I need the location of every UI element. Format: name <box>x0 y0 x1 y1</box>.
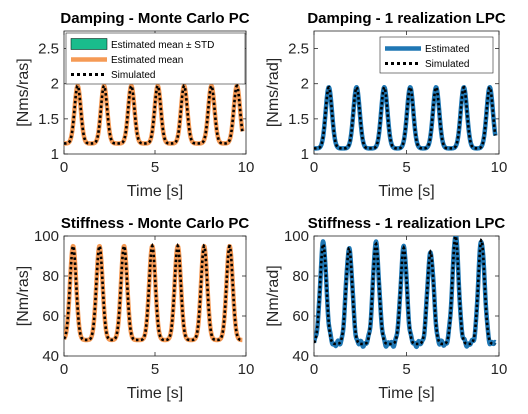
x-axis-label: Time [s] <box>127 385 183 402</box>
x-axis-label: Time [s] <box>127 183 183 200</box>
chart-panel-2: Damping - 1 realization LPC 0 5 10 1 1.5 2 2.5 T… <box>265 10 507 200</box>
x-tick-label: 10 <box>491 159 508 176</box>
y-tick-label: 1 <box>51 146 59 163</box>
x-tick-label: 0 <box>60 361 68 378</box>
y-tick-label: 60 <box>42 308 59 325</box>
legend-label: Estimated <box>425 44 469 55</box>
chart-panel-3: Stiffness - Monte Carlo PC 0 5 10 40 60 80 100 T… <box>15 215 254 402</box>
series-group <box>314 84 498 151</box>
x-tick-label: 10 <box>238 361 255 378</box>
series-estimated-line <box>314 236 498 350</box>
y-axis-label: [Nms/ras] <box>15 58 32 126</box>
y-tick-label: 40 <box>292 348 309 365</box>
chart-title: Stiffness - Monte Carlo PC <box>61 215 250 232</box>
x-axis-label: Time [s] <box>378 385 434 402</box>
x-tick-label: 10 <box>491 361 508 378</box>
legend: Estimated mean ± STD Estimated mean Simula… <box>65 32 246 85</box>
y-tick-label: 80 <box>42 268 59 285</box>
series-group <box>64 83 245 146</box>
y-tick-label: 2.5 <box>288 41 309 58</box>
y-tick-label: 60 <box>292 308 309 325</box>
x-tick-label: 5 <box>402 361 410 378</box>
legend-label: Estimated mean <box>111 55 183 66</box>
y-tick-label: 2 <box>301 76 309 93</box>
y-axis-label: [Nm/rad] <box>265 265 282 326</box>
chart-title: Stiffness - 1 realization LPC <box>308 215 506 232</box>
x-tick-label: 5 <box>151 361 159 378</box>
legend-swatch <box>70 38 108 50</box>
x-tick-label: 0 <box>310 159 318 176</box>
x-tick-label: 10 <box>238 159 255 176</box>
x-tick-label: 0 <box>310 361 318 378</box>
chart-title: Damping - Monte Carlo PC <box>60 10 249 27</box>
legend-label: Estimated mean ± STD <box>111 40 214 51</box>
x-axis-label: Time [s] <box>378 183 434 200</box>
y-tick-label: 40 <box>42 348 59 365</box>
legend: Estimated Simulated <box>379 36 494 74</box>
y-tick-label: 1.5 <box>288 111 309 128</box>
y-tick-label: 100 <box>284 228 309 245</box>
legend-label: Simulated <box>111 70 155 81</box>
chart-panel-4: Stiffness - 1 realization LPC 0 5 10 40 60 80 1… <box>265 215 507 402</box>
series-group <box>64 242 245 343</box>
chart-title: Damping - 1 realization LPC <box>307 10 506 27</box>
series-simulated-line <box>64 242 243 342</box>
y-tick-label: 100 <box>34 228 59 245</box>
chart-panel-1: Damping - Monte Carlo PC 0 5 10 1 1.5 2 2.5 Time… <box>15 10 254 200</box>
y-tick-label: 2 <box>51 76 59 93</box>
x-tick-label: 5 <box>151 159 159 176</box>
x-tick-label: 0 <box>60 159 68 176</box>
legend-label: Simulated <box>425 59 469 70</box>
y-tick-label: 2.5 <box>38 41 59 58</box>
series-simulated-line <box>314 85 497 150</box>
x-tick-label: 5 <box>402 159 410 176</box>
y-tick-label: 1.5 <box>38 111 59 128</box>
series-estimated-line <box>64 83 245 146</box>
y-axis-label: [Nms/rad] <box>265 58 282 127</box>
series-simulated-line <box>314 236 496 346</box>
y-tick-label: 1 <box>301 146 309 163</box>
legend-box <box>379 36 494 74</box>
series-group <box>314 236 498 350</box>
y-axis-label: [Nm/ras] <box>15 266 32 326</box>
y-tick-label: 80 <box>292 268 309 285</box>
